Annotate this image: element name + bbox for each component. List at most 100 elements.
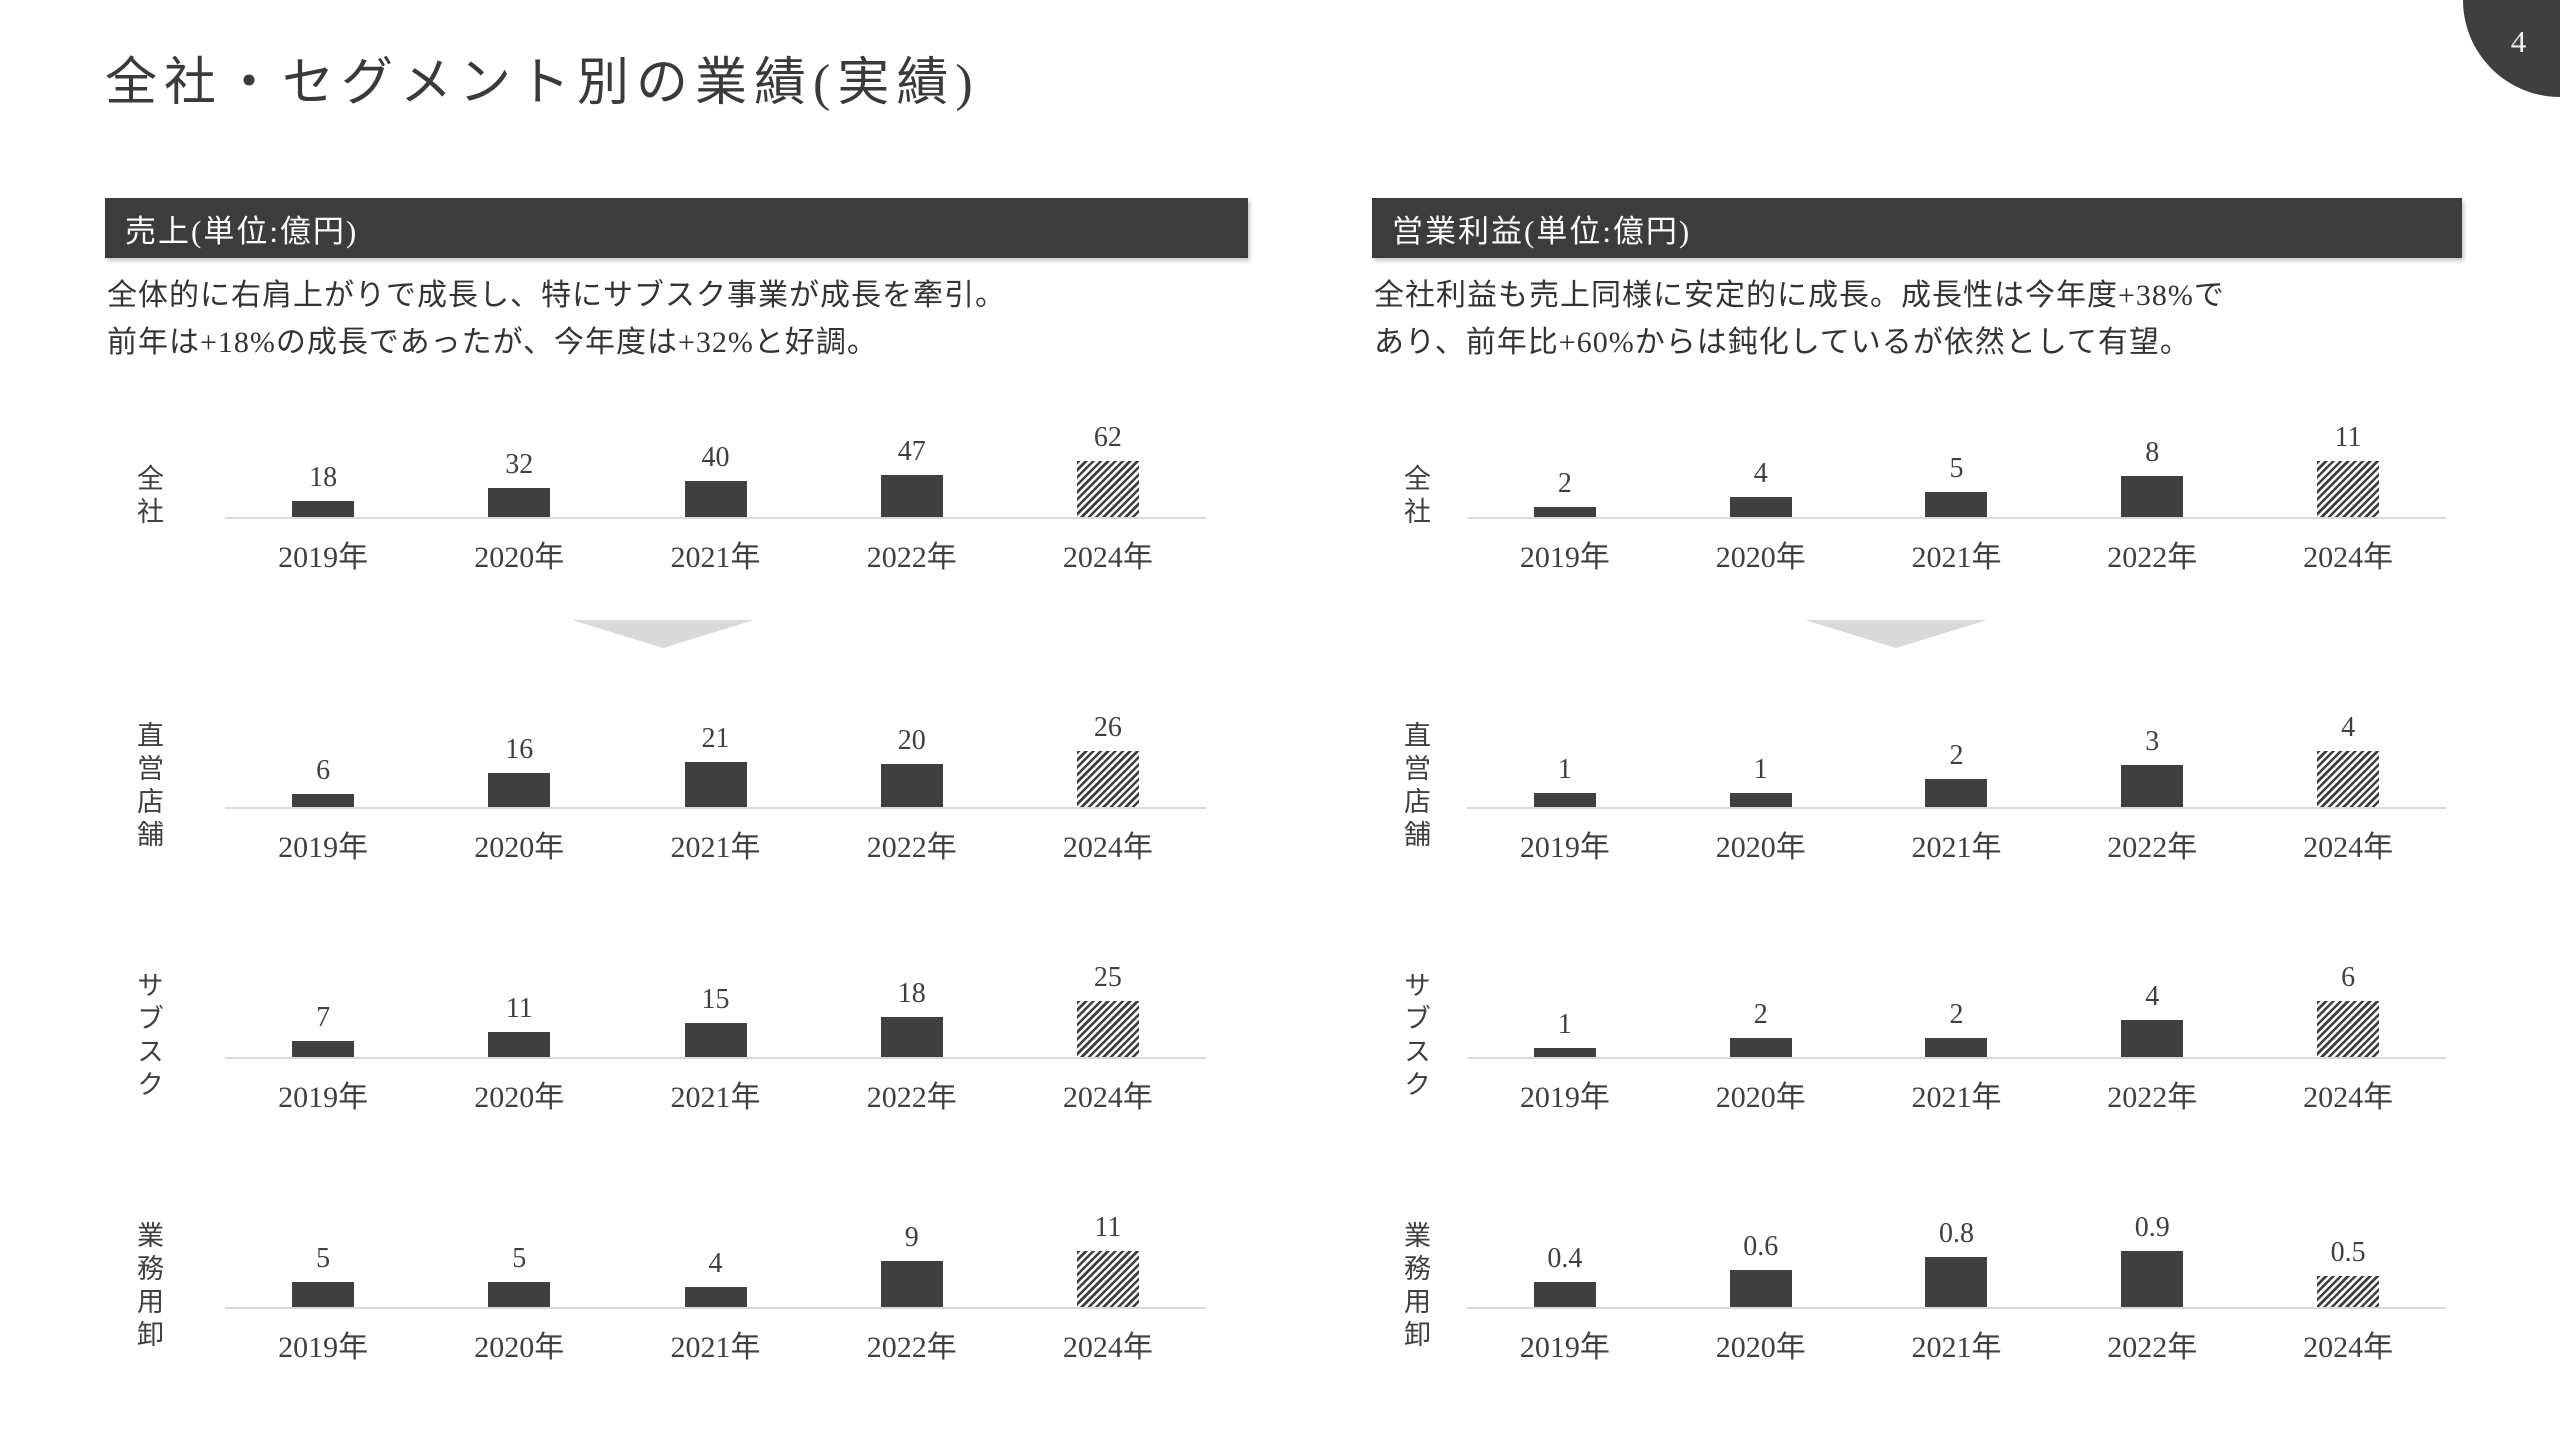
value-label: 4: [2341, 712, 2356, 743]
bar-slot: 4: [2250, 714, 2446, 807]
year-label: 2022年: [2107, 541, 2198, 574]
bar: [292, 794, 355, 807]
year-label: 2022年: [866, 541, 957, 574]
bar: [488, 773, 551, 807]
value-label: 9: [904, 1222, 919, 1253]
bar-chart: 5 5 4 9 11 2019年 2020年 2021年 2022年 2024年: [225, 1162, 1206, 1369]
bar-chart: 7 11 15 18 25 2019年 2020年 2021年 2022年 2024年: [225, 912, 1206, 1119]
bar: [1729, 1038, 1792, 1057]
value-label: 0.8: [1938, 1218, 1974, 1249]
value-label: 11: [1094, 1212, 1122, 1243]
bar-slot: 21: [617, 725, 813, 807]
value-label: 26: [1093, 712, 1122, 743]
value-label: 18: [897, 978, 926, 1009]
year-label: 2019年: [1519, 1331, 1610, 1364]
year-label: 2024年: [1062, 541, 1153, 574]
segment-label: 全社: [1400, 464, 1430, 530]
value-label: 0.6: [1743, 1231, 1779, 1262]
sales-panel-header: 売上(単位:億円): [105, 198, 1248, 258]
year-label: 2021年: [1911, 1331, 2002, 1364]
bar-slot: 4: [617, 1250, 813, 1307]
down-arrow-icon: [1805, 620, 1987, 648]
bar-plot-area: 7 11 15 18 25: [225, 912, 1206, 1057]
year-label: 2019年: [278, 831, 369, 864]
bar-slot: 2: [1663, 1001, 1859, 1057]
bar-slot: 18: [225, 464, 421, 517]
bar: [1533, 793, 1596, 807]
bar: [1533, 1282, 1596, 1307]
value-label: 2: [1949, 740, 1964, 771]
bar-plot-area: 0.4 0.6 0.8 0.9 0.5: [1467, 1162, 2446, 1307]
value-label: 4: [2145, 981, 2160, 1012]
bar-slot: 6: [225, 757, 421, 807]
segment-label: 直営店舗: [1400, 721, 1430, 853]
x-axis-labels: 2019年 2020年 2021年 2022年 2024年: [1467, 827, 2446, 869]
value-label: 40: [701, 442, 730, 473]
value-label: 0.9: [2134, 1212, 2170, 1243]
page-title: 全社・セグメント別の業績(実績): [105, 55, 980, 112]
bar: [488, 1282, 551, 1307]
segment-label-column: 直営店舗: [105, 662, 225, 869]
bar-hatched: [1076, 1251, 1139, 1307]
bar-slot: 9: [814, 1224, 1010, 1307]
segment-label-column: 全社: [1372, 372, 1467, 579]
year-label: 2021年: [1911, 831, 2002, 864]
operating-profit-panel-header: 営業利益(単位:億円): [1372, 198, 2462, 258]
value-label: 16: [505, 734, 534, 765]
chart-row-直営店舗: 直営店舗 1 1 2 3 4 2019年 2020年 2021年 2022年 2024年: [1372, 662, 2446, 869]
year-label: 2021年: [670, 1331, 761, 1364]
operating-profit-charts: 全社 2 4 5 8 11 2019年 2020年 2021年 2022年 2024年 直営店舗 1 1 2…: [1372, 372, 2462, 1369]
value-label: 18: [309, 462, 338, 493]
year-label: 2019年: [278, 1331, 369, 1364]
bar-slot: 11: [1010, 1214, 1206, 1307]
value-label: 2: [1557, 468, 1572, 499]
segment-label: 業務用卸: [133, 1221, 163, 1353]
year-label: 2020年: [1715, 1331, 1806, 1364]
value-label: 2: [1949, 999, 1964, 1030]
axis-baseline: [1467, 1057, 2446, 1059]
segment-label: サブスク: [1400, 971, 1430, 1103]
value-label: 21: [701, 723, 730, 754]
bar-plot-area: 18 32 40 47 62: [225, 372, 1206, 517]
year-label: 2022年: [866, 1331, 957, 1364]
year-label: 2024年: [1062, 1331, 1153, 1364]
value-label: 47: [897, 436, 926, 467]
year-label: 2021年: [1911, 1081, 2002, 1114]
bar-slot: 5: [421, 1245, 617, 1307]
bar: [1729, 793, 1792, 807]
bar-chart: 1 1 2 3 4 2019年 2020年 2021年 2022年 2024年: [1467, 662, 2446, 869]
value-label: 8: [2145, 437, 2160, 468]
year-label: 2024年: [2303, 541, 2394, 574]
bar-slot: 1: [1467, 1011, 1663, 1057]
axis-baseline: [1467, 517, 2446, 519]
bar-slot: 6: [2250, 964, 2446, 1057]
year-label: 2024年: [1062, 1081, 1153, 1114]
year-label: 2024年: [2303, 1081, 2394, 1114]
x-axis-labels: 2019年 2020年 2021年 2022年 2024年: [225, 537, 1206, 579]
chart-row-業務用卸: 業務用卸 0.4 0.6 0.8 0.9 0.5 2019年 2020年 2021年 2022年 2…: [1372, 1162, 2446, 1369]
bar-chart: 6 16 21 20 26 2019年 2020年 2021年 2022年 2024年: [225, 662, 1206, 869]
x-axis-labels: 2019年 2020年 2021年 2022年 2024年: [225, 1077, 1206, 1119]
value-label: 20: [897, 725, 926, 756]
bar-slot: 16: [421, 736, 617, 807]
value-label: 25: [1093, 962, 1122, 993]
value-label: 0.5: [2330, 1237, 2366, 1268]
operating-profit-description-line: あり、前年比+60%からは鈍化しているが依然として有望。: [1374, 326, 2191, 359]
bar: [684, 1287, 747, 1307]
bar-chart: 18 32 40 47 62 2019年 2020年 2021年 2022年 2024年: [225, 372, 1206, 579]
bar: [684, 1023, 747, 1057]
year-label: 2019年: [1519, 831, 1610, 864]
bar: [2121, 765, 2184, 807]
bar-slot: 11: [2250, 424, 2446, 517]
operating-profit-panel: 営業利益(単位:億円) 全社利益も売上同様に安定的に成長。成長性は今年度+38%…: [1372, 198, 2462, 1369]
segment-label: 業務用卸: [1400, 1221, 1430, 1353]
year-label: 2022年: [2107, 1081, 2198, 1114]
value-label: 6: [316, 755, 331, 786]
bar-slot: 4: [1663, 460, 1859, 517]
bar-slot: 2: [1467, 470, 1663, 517]
axis-baseline: [225, 807, 1206, 809]
value-label: 3: [2145, 726, 2160, 757]
value-label: 11: [2334, 422, 2362, 453]
bar-chart: 1 2 2 4 6 2019年 2020年 2021年 2022年 2024年: [1467, 912, 2446, 1119]
year-label: 2020年: [474, 1081, 565, 1114]
